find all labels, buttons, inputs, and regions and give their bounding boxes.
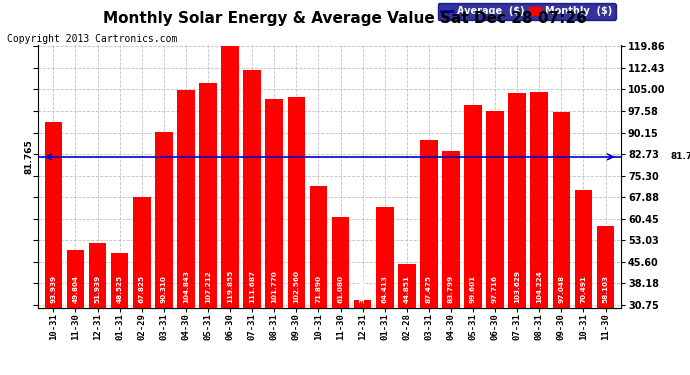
Bar (486, 111, 504, 375)
Bar (221, 46, 239, 375)
Bar (177, 90, 195, 375)
Text: 81.765: 81.765 (671, 152, 690, 161)
Text: 99.601: 99.601 (470, 275, 476, 303)
Text: 87.475: 87.475 (426, 276, 432, 303)
Bar (199, 83, 217, 375)
Legend: Average  ($), Monthly  ($): Average ($), Monthly ($) (437, 3, 616, 20)
Text: 119.855: 119.855 (227, 270, 233, 303)
Text: 67.825: 67.825 (139, 275, 145, 303)
Bar (509, 93, 526, 375)
Bar (244, 70, 261, 375)
Bar (155, 132, 172, 375)
Text: 49.804: 49.804 (72, 276, 79, 303)
Text: 48.525: 48.525 (117, 275, 123, 303)
Text: 104.224: 104.224 (536, 271, 542, 303)
Bar (531, 92, 548, 375)
Text: 107.212: 107.212 (205, 271, 211, 303)
Text: 93.939: 93.939 (50, 275, 57, 303)
Bar (597, 225, 614, 375)
Text: 97.048: 97.048 (558, 276, 564, 303)
Text: 81.765: 81.765 (25, 140, 34, 174)
Bar (420, 140, 437, 375)
Bar (553, 112, 570, 375)
Text: 83.799: 83.799 (448, 275, 454, 303)
Text: 97.716: 97.716 (492, 276, 498, 303)
Text: 90.310: 90.310 (161, 276, 167, 303)
Bar (310, 186, 327, 375)
Text: 111.687: 111.687 (249, 270, 255, 303)
Text: 32.497: 32.497 (359, 276, 366, 303)
Bar (133, 197, 150, 375)
Bar (111, 254, 128, 375)
Text: 104.843: 104.843 (183, 271, 189, 303)
Text: 58.103: 58.103 (602, 276, 609, 303)
Text: 44.851: 44.851 (404, 276, 410, 303)
Text: 103.629: 103.629 (514, 270, 520, 303)
Bar (332, 217, 349, 375)
Text: 51.939: 51.939 (95, 275, 101, 303)
Bar (67, 250, 84, 375)
Text: 71.890: 71.890 (315, 276, 322, 303)
Bar (45, 122, 62, 375)
Text: 102.560: 102.560 (293, 270, 299, 303)
Bar (354, 300, 371, 375)
Bar (398, 264, 415, 375)
Text: 70.491: 70.491 (580, 276, 586, 303)
Bar (89, 243, 106, 375)
Bar (442, 151, 460, 375)
Text: Copyright 2013 Cartronics.com: Copyright 2013 Cartronics.com (7, 34, 177, 44)
Text: 101.770: 101.770 (271, 271, 277, 303)
Bar (575, 190, 592, 375)
Text: 64.413: 64.413 (382, 276, 388, 303)
Bar (288, 96, 305, 375)
Text: 61.080: 61.080 (337, 276, 344, 303)
Bar (464, 105, 482, 375)
Bar (266, 99, 283, 375)
Bar (376, 207, 393, 375)
Text: Monthly Solar Energy & Average Value Sat Dec 28 07:26: Monthly Solar Energy & Average Value Sat… (103, 11, 587, 26)
